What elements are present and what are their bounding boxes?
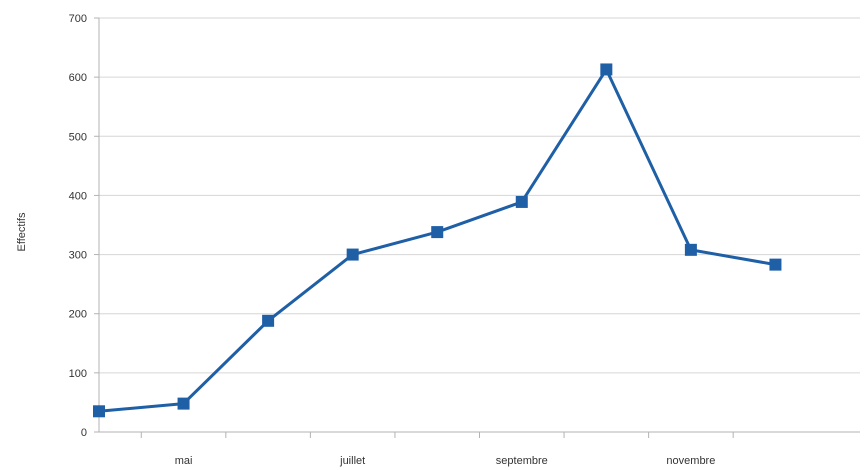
data-point-marker — [262, 314, 275, 327]
x-tick-label: novembre — [666, 455, 715, 467]
data-point-marker — [93, 405, 105, 418]
x-tick-label: juillet — [339, 455, 365, 467]
data-point-marker — [177, 397, 190, 410]
data-point-marker — [515, 195, 528, 208]
y-tick-label: 500 — [69, 131, 87, 143]
y-axis-title: Effectifs — [16, 212, 28, 251]
axes — [94, 17, 860, 438]
y-tick-label: 700 — [69, 13, 87, 25]
y-tick-label: 400 — [69, 190, 87, 202]
y-tick-label: 200 — [69, 309, 87, 321]
data-point-marker — [769, 258, 782, 271]
y-tick-label: 100 — [69, 368, 87, 380]
series-line — [98, 67, 776, 413]
data-point-marker — [684, 243, 697, 256]
data-point-marker — [431, 226, 444, 239]
y-tick-label: 600 — [69, 72, 87, 84]
x-tick-labels: mai juillet septembre novembre — [175, 455, 716, 467]
x-tick-label: mai — [175, 455, 193, 467]
data-point-marker — [600, 63, 613, 76]
y-tick-labels: 0 100 200 300 400 500 600 700 — [69, 13, 87, 439]
grid-lines — [99, 17, 860, 374]
x-tick-label: septembre — [496, 455, 548, 467]
series — [93, 63, 782, 418]
data-point-marker — [346, 248, 359, 261]
y-tick-label: 0 — [81, 427, 87, 439]
y-tick-label: 300 — [69, 250, 87, 262]
